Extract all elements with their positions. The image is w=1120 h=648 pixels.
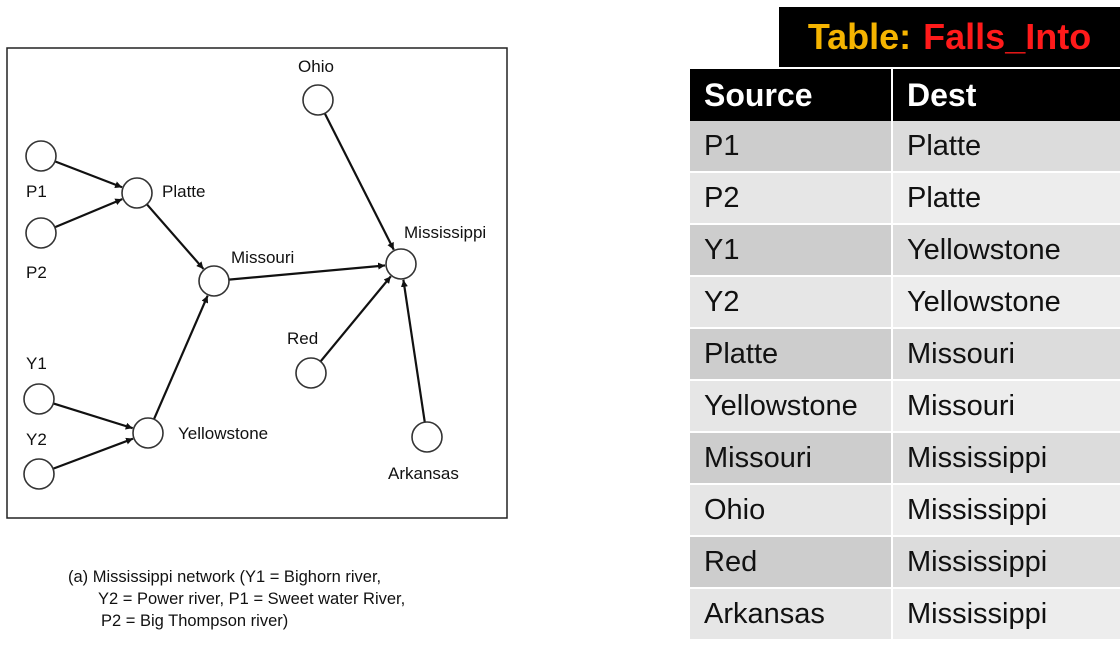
node-platte — [121, 177, 153, 209]
edge-y2-to-yellowstone — [52, 437, 134, 470]
node-label-p1: P1 — [26, 182, 47, 201]
header-dest: Dest — [892, 69, 1120, 121]
node-missouri — [198, 265, 230, 297]
table-row: Red Mississippi — [690, 536, 1120, 589]
table-row: Ohio Mississippi — [690, 484, 1120, 537]
edge-missouri-to-mississippi — [228, 262, 386, 281]
edge-y1-to-yellowstone — [52, 402, 134, 430]
cell-dest: Mississippi — [892, 588, 1120, 641]
node-y2 — [23, 458, 55, 490]
diagram-caption: (a) Mississippi network (Y1 = Bighorn ri… — [68, 566, 405, 632]
cell-source: P1 — [690, 121, 893, 173]
node-label-red: Red — [287, 329, 318, 348]
node-p2 — [25, 217, 57, 249]
cell-source: Missouri — [690, 432, 893, 485]
caption-line-2: Y2 = Power river, P1 = Sweet water River… — [98, 590, 406, 608]
node-y1 — [23, 383, 55, 415]
node-label-y1: Y1 — [26, 354, 47, 373]
node-arkansas — [411, 421, 443, 453]
edge-p1-to-platte — [54, 160, 123, 189]
cell-source: Platte — [690, 328, 893, 381]
edge-ohio-to-mississippi — [323, 112, 395, 251]
diagram-frame — [6, 47, 508, 519]
cell-source: Y2 — [690, 276, 893, 329]
table-title: Table: Falls_Into — [779, 7, 1120, 67]
falls-into-table: Source Dest P1 Platte P2 Platte Y1 Yellowston… — [690, 69, 1120, 641]
table-header-row: Source Dest — [690, 69, 1120, 121]
table-row: Y1 Yellowstone — [690, 224, 1120, 277]
cell-dest: Mississippi — [892, 484, 1120, 537]
caption-line-3: P2 = Big Thompson river) — [101, 612, 289, 630]
node-yellowstone — [132, 417, 164, 449]
edge-yellowstone-to-missouri — [152, 295, 209, 420]
cell-dest: Mississippi — [892, 432, 1120, 485]
cell-source: Red — [690, 536, 893, 589]
table-row: Platte Missouri — [690, 328, 1120, 381]
river-network-diagram: Ohio P1 Platte P2 Missouri Mississippi Red Y1 Y2… — [6, 47, 508, 519]
edge-arkansas-to-mississippi — [400, 279, 426, 423]
node-label-arkansas: Arkansas — [388, 464, 459, 483]
node-label-y2: Y2 — [26, 430, 47, 449]
edge-p2-to-platte — [54, 198, 123, 229]
table-row: Missouri Mississippi — [690, 432, 1120, 485]
header-source: Source — [690, 69, 893, 121]
cell-source: Arkansas — [690, 588, 893, 641]
node-p1 — [25, 140, 57, 172]
node-ohio — [302, 84, 334, 116]
table-title-name: Falls_Into — [923, 16, 1092, 57]
edge-red-to-mississippi — [319, 275, 392, 363]
cell-dest: Missouri — [892, 380, 1120, 433]
cell-dest: Yellowstone — [892, 224, 1120, 277]
table-title-prefix: Table: — [807, 16, 912, 57]
caption-line-1: (a) Mississippi network (Y1 = Bighorn ri… — [68, 568, 382, 586]
cell-source: Y1 — [690, 224, 893, 277]
cell-source: Ohio — [690, 484, 893, 537]
edge-platte-to-missouri — [146, 203, 205, 270]
table-row: Y2 Yellowstone — [690, 276, 1120, 329]
node-label-p2: P2 — [26, 263, 47, 282]
cell-dest: Platte — [892, 121, 1120, 173]
cell-dest: Mississippi — [892, 536, 1120, 589]
node-label-mississippi: Mississippi — [404, 223, 486, 242]
cell-dest: Yellowstone — [892, 276, 1120, 329]
node-label-missouri: Missouri — [231, 248, 294, 267]
cell-source: P2 — [690, 172, 893, 225]
table-row: Yellowstone Missouri — [690, 380, 1120, 433]
table-row: P2 Platte — [690, 172, 1120, 225]
node-label-platte: Platte — [162, 182, 205, 201]
node-label-yellowstone: Yellowstone — [178, 424, 268, 443]
node-label-ohio: Ohio — [298, 57, 334, 76]
node-red — [295, 357, 327, 389]
cell-dest: Missouri — [892, 328, 1120, 381]
cell-dest: Platte — [892, 172, 1120, 225]
node-mississippi — [385, 248, 417, 280]
table-row: P1 Platte — [690, 121, 1120, 173]
table-row: Arkansas Mississippi — [690, 588, 1120, 641]
cell-source: Yellowstone — [690, 380, 893, 433]
